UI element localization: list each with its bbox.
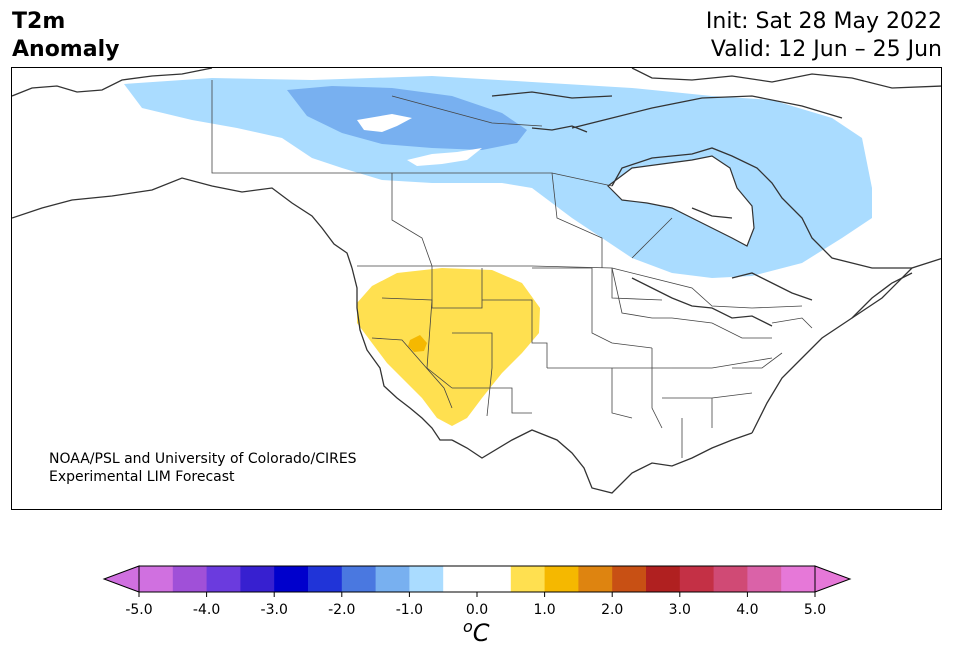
colorbar-tick-label: -4.0 [193,602,220,618]
colorbar-bin [409,566,444,592]
credit-text: NOAA/PSL and University of Colorado/CIRE… [49,450,357,486]
colorbar-tick-label: -1.0 [396,602,423,618]
colorbar-bin [172,566,208,592]
colorbar-bin [510,566,546,592]
colorbar-bin [443,566,512,592]
colorbar-tick-label: 0.0 [466,602,488,618]
warm-anomaly-core [408,335,427,352]
colorbar-bin [679,566,715,592]
unit-celsius: C [472,619,490,647]
colorbar-bin [240,566,275,592]
colorbar-bin [544,566,579,592]
unit-degree: o [463,617,473,636]
colorbar-bin [139,566,174,592]
credit-line-2: Experimental LIM Forecast [49,469,235,485]
lake-great-bear [357,114,412,132]
colorbar-tick-label: 4.0 [736,602,758,618]
colorbar-bin [578,566,613,592]
coastlines [12,68,941,494]
colorbar-tick-label: 2.0 [601,602,623,618]
colorbar-bin [206,566,241,592]
anomaly-map [12,68,941,494]
colorbar-tick-label: 3.0 [669,602,691,618]
colorbar-tick-label: 1.0 [533,602,555,618]
colorbar-under-arrow [102,565,140,593]
title-line-1: T2m [12,9,66,34]
warm-anomaly [357,268,540,426]
plot-title: T2m Anomaly [12,8,119,64]
init-date: Init: Sat 28 May 2022 [705,9,942,34]
colorbar-tick-label: -2.0 [328,602,355,618]
valid-date: Valid: 12 Jun – 25 Jun [710,37,942,62]
colorbar-bin [341,566,377,592]
credit-line-1: NOAA/PSL and University of Colorado/CIRE… [49,451,357,467]
colorbar-over-arrow [814,565,852,593]
colorbar-bin [375,566,410,592]
colorbar-bin [747,566,782,592]
colorbar-unit: oC [463,617,490,647]
borders [211,80,813,458]
colorbar-bin [781,566,816,592]
forecast-dates: Init: Sat 28 May 2022 Valid: 12 Jun – 25… [706,8,942,64]
cold-anomaly-light [124,76,872,278]
title-line-2: Anomaly [12,37,120,62]
colorbar-bin [713,566,748,592]
colorbar-tick-label: 5.0 [804,602,826,618]
colorbar-bin [308,566,343,592]
colorbar-tick-label: -3.0 [261,602,288,618]
colorbar-bin [646,566,681,592]
hudson-bay [607,155,755,247]
colorbar-tick-label: -5.0 [125,602,152,618]
colorbar-bin [274,566,309,592]
colorbar-bin [612,566,647,592]
map-frame [11,67,942,510]
lake-great-slave [407,148,482,166]
